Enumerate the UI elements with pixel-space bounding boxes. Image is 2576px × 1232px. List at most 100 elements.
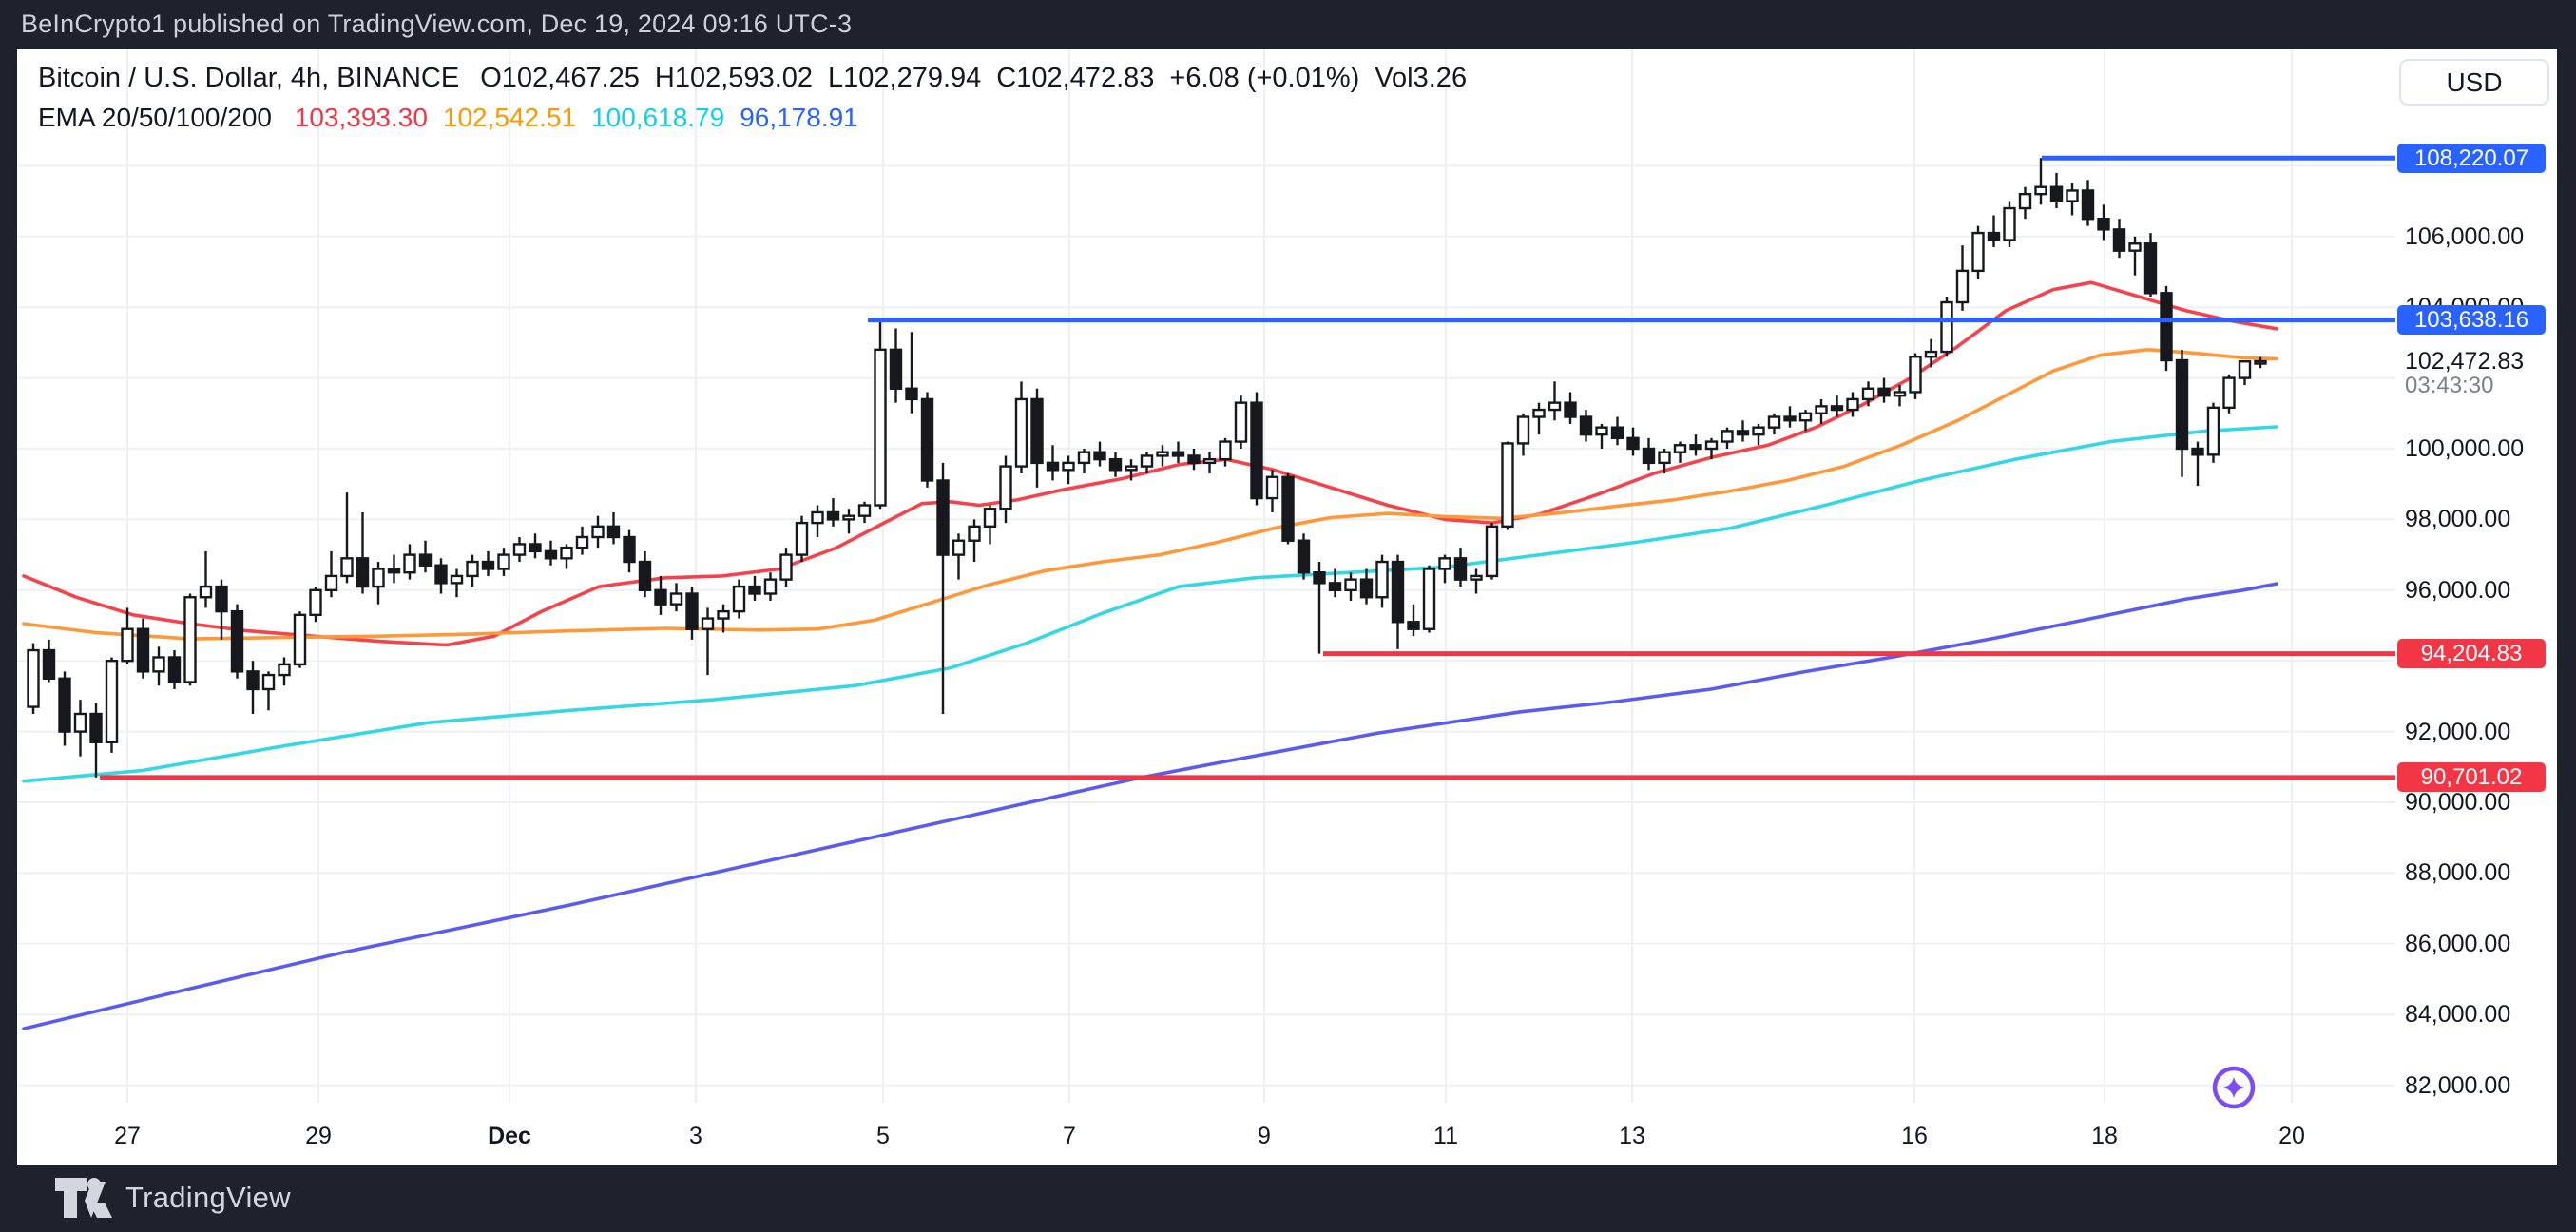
candle-up bbox=[1125, 465, 1138, 472]
candle-up bbox=[857, 504, 872, 517]
time-label-20: 20 bbox=[2278, 1123, 2305, 1149]
candle-down bbox=[1564, 401, 1577, 418]
candle-up bbox=[560, 546, 573, 560]
price-tick-86000: 86,000.00 bbox=[2405, 930, 2511, 957]
candle-down bbox=[387, 568, 401, 574]
candle-up bbox=[309, 588, 322, 617]
candle-up bbox=[1909, 356, 1922, 394]
price-tick-84000: 84,000.00 bbox=[2405, 1001, 2511, 1029]
candle-down bbox=[418, 553, 433, 567]
chart-pane[interactable] bbox=[17, 49, 2395, 1103]
candle-up bbox=[372, 568, 385, 588]
candle-up bbox=[497, 553, 510, 570]
candle-down bbox=[623, 535, 636, 564]
price-badge-94,204.83: 94,204.83 bbox=[2397, 639, 2546, 669]
ema-value-50: 102,542.51 bbox=[442, 103, 577, 132]
candle-down bbox=[1579, 415, 1593, 436]
price-scale[interactable]: 106,000.00104,000.00100,000.0098,000.009… bbox=[2395, 49, 2557, 1103]
candle-up bbox=[1062, 461, 1075, 472]
candle-up bbox=[2128, 242, 2142, 252]
candle-up bbox=[2254, 359, 2267, 365]
candle-up bbox=[811, 510, 824, 525]
candle-up bbox=[717, 609, 730, 620]
candle-up bbox=[278, 663, 291, 677]
chart-legend: Bitcoin / U.S. Dollar, 4h, BINANCE O102,4… bbox=[38, 59, 1482, 139]
candle-up bbox=[1846, 397, 1859, 412]
candle-up bbox=[968, 525, 981, 542]
ema-value-100: 100,618.79 bbox=[591, 103, 725, 132]
candle-up bbox=[466, 560, 479, 578]
candle-down bbox=[905, 387, 918, 401]
time-axis[interactable]: 27 29 Dec 3 5 7 9 11 13 16 18 20 bbox=[17, 1103, 2395, 1165]
candle-down bbox=[215, 585, 228, 613]
time-label-Dec: Dec bbox=[488, 1123, 531, 1149]
candle-up bbox=[2018, 192, 2032, 210]
candle-up bbox=[1658, 451, 1671, 465]
candle-up bbox=[983, 508, 997, 529]
candle-down bbox=[481, 560, 495, 570]
change-value: +6.08 (+0.01%) bbox=[1169, 63, 1360, 93]
candle-up bbox=[732, 585, 746, 613]
candle-up bbox=[952, 539, 966, 556]
time-label-9: 9 bbox=[1258, 1123, 1271, 1149]
sparkle-button[interactable] bbox=[2209, 1063, 2259, 1112]
candle-down bbox=[136, 627, 150, 673]
candle-up bbox=[1721, 430, 1734, 443]
time-label-29: 29 bbox=[305, 1123, 332, 1149]
time-label-16: 16 bbox=[1901, 1123, 1928, 1149]
candle-down bbox=[638, 560, 652, 591]
candle-down bbox=[1359, 578, 1374, 599]
candle-down bbox=[167, 656, 182, 683]
candle-down bbox=[246, 670, 260, 691]
tradingview-logo[interactable]: TradingView bbox=[55, 1178, 291, 1218]
candle-down bbox=[1250, 401, 1263, 500]
price-badge-108,220.07: 108,220.07 bbox=[2397, 143, 2546, 173]
candle-up bbox=[1815, 405, 1828, 414]
candle-up bbox=[1532, 408, 1546, 418]
candle-down bbox=[2112, 228, 2126, 252]
candle-up bbox=[1077, 451, 1091, 465]
price-tick-106000: 106,000.00 bbox=[2405, 222, 2525, 250]
candle-up bbox=[199, 585, 213, 599]
candle-down bbox=[58, 677, 71, 733]
candle-down bbox=[1187, 454, 1201, 465]
candle-down bbox=[1736, 430, 1750, 436]
candle-up bbox=[183, 596, 197, 683]
candle-down bbox=[1030, 397, 1044, 465]
candle-up bbox=[1767, 415, 1781, 429]
candle-down bbox=[1391, 560, 1405, 624]
candle-up bbox=[105, 660, 119, 743]
ema-value-20: 103,393.30 bbox=[294, 103, 428, 132]
candle-down bbox=[1281, 475, 1295, 542]
candle-down bbox=[1297, 539, 1311, 574]
candle-up bbox=[779, 553, 793, 581]
candle-up bbox=[1014, 397, 1028, 468]
candle-down bbox=[1610, 426, 1624, 440]
candle-up bbox=[1924, 350, 1938, 358]
candle-up bbox=[874, 348, 887, 507]
candle-up bbox=[1140, 454, 1154, 468]
time-label-5: 5 bbox=[876, 1123, 890, 1149]
candle-up bbox=[2066, 189, 2079, 202]
candle-up bbox=[2222, 376, 2236, 410]
price-tick-100000: 100,000.00 bbox=[2405, 435, 2525, 462]
candle-down bbox=[42, 648, 56, 680]
time-label-13: 13 bbox=[1619, 1123, 1645, 1149]
candle-down bbox=[2081, 189, 2095, 221]
candle-up bbox=[324, 574, 338, 591]
candle-up bbox=[1265, 475, 1279, 500]
candle-up bbox=[591, 525, 605, 539]
candle-down bbox=[1453, 557, 1468, 581]
candle-up bbox=[1234, 401, 1248, 443]
price-badge-103,638.16: 103,638.16 bbox=[2397, 305, 2546, 336]
price-badge-90,701.02: 90,701.02 bbox=[2397, 762, 2546, 793]
currency-usd-button[interactable]: USD bbox=[2399, 59, 2549, 106]
tradingview-logo-icon bbox=[55, 1178, 112, 1218]
candle-down bbox=[2143, 242, 2158, 295]
candle-down bbox=[1626, 436, 1640, 451]
candle-up bbox=[1516, 415, 1530, 445]
bottom-bar: TradingView bbox=[0, 1165, 2576, 1232]
candle-down bbox=[529, 543, 542, 553]
candle-up bbox=[1422, 568, 1436, 630]
